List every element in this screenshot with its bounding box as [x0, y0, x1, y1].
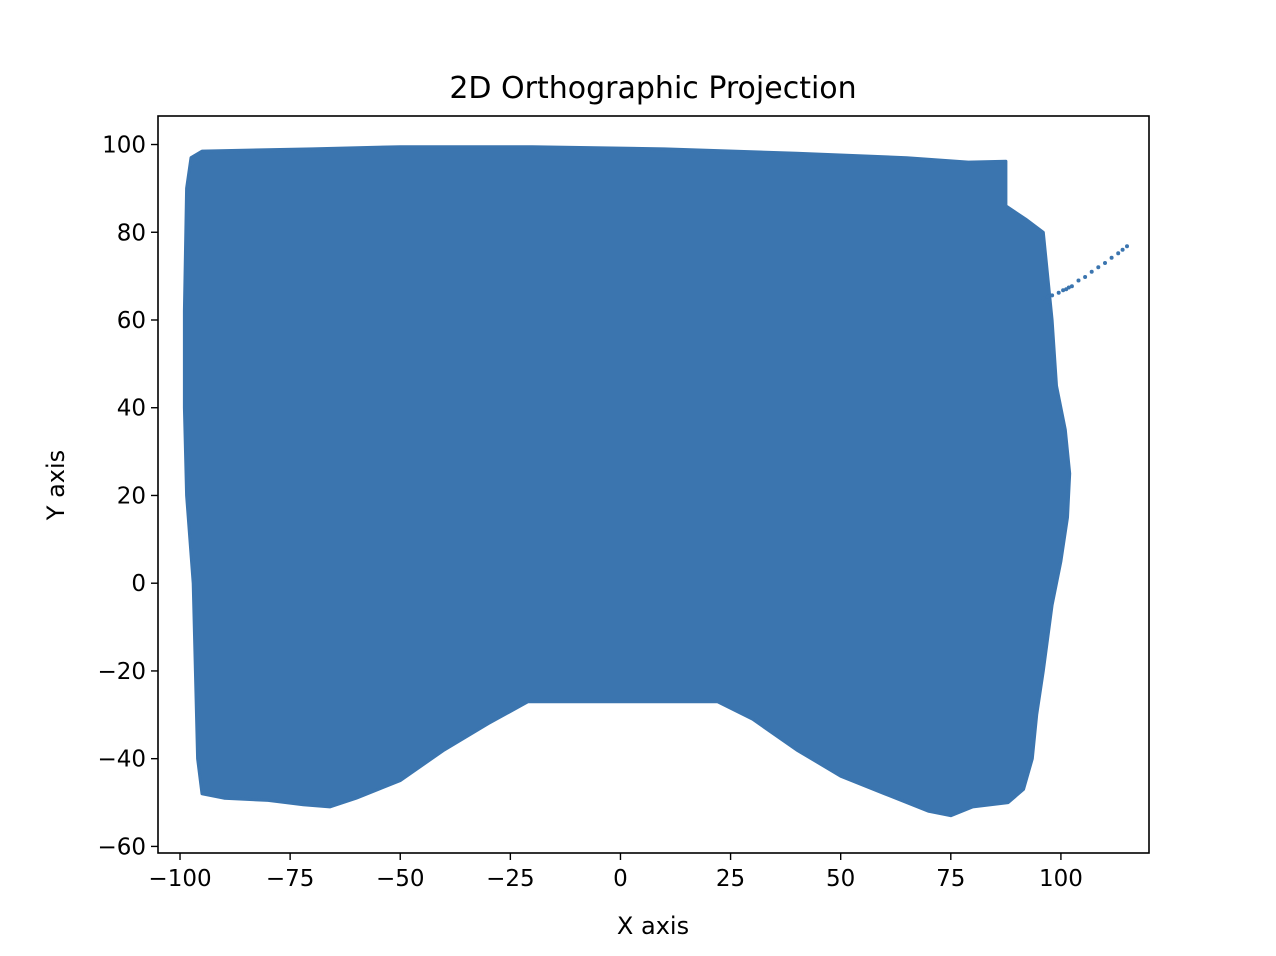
- scatter-point: [1061, 288, 1066, 293]
- x-tick-label: 75: [936, 866, 965, 892]
- y-tick-label: 80: [117, 220, 146, 246]
- scatter-point: [1116, 251, 1121, 256]
- scatter-point: [1050, 293, 1055, 298]
- x-axis-label: X axis: [617, 912, 689, 940]
- scatter-point: [1109, 255, 1114, 260]
- scatter-point-cloud: [182, 145, 1072, 818]
- x-tick-label: 100: [1039, 866, 1083, 892]
- chart-title: 2D Orthographic Projection: [449, 71, 856, 106]
- y-tick-label: −60: [97, 834, 146, 860]
- scatter-point: [1103, 261, 1107, 265]
- scatter-point: [1041, 296, 1046, 301]
- x-tick-label: −100: [148, 866, 211, 892]
- y-axis-label: Y axis: [42, 450, 70, 521]
- scatter-point: [1096, 265, 1101, 270]
- x-tick-label: −75: [266, 866, 315, 892]
- x-tick-label: −50: [376, 866, 425, 892]
- x-tick-label: 0: [613, 866, 628, 892]
- plot-area: [182, 145, 1129, 818]
- x-tick-label: 25: [716, 866, 745, 892]
- scatter-point: [1125, 244, 1129, 249]
- axes: −100 −75 −50 −25 0 25 50 75 100 −60 −40 −20 0 20 40 60 8…: [97, 133, 1082, 892]
- y-tick-label: −40: [97, 747, 146, 773]
- y-tick-label: 100: [102, 133, 146, 159]
- scatter-point: [1056, 290, 1061, 295]
- y-tick-label: 20: [117, 483, 146, 509]
- scatter-point: [1083, 275, 1088, 279]
- scatter-point: [1066, 285, 1071, 290]
- plot-frame: [157, 115, 1150, 854]
- scatter-point: [1089, 269, 1094, 274]
- y-tick-label: 0: [131, 571, 146, 597]
- x-tick-label: 50: [826, 866, 855, 892]
- scatter-point: [1069, 284, 1074, 289]
- y-tick-label: −20: [97, 659, 146, 685]
- y-tick-label: 40: [117, 396, 146, 422]
- scatter-point: [1045, 294, 1050, 299]
- x-tick-label: −25: [486, 866, 535, 892]
- scatter-point: [1076, 278, 1081, 283]
- scatter-point: [1120, 247, 1125, 252]
- y-tick-label: 60: [117, 308, 146, 334]
